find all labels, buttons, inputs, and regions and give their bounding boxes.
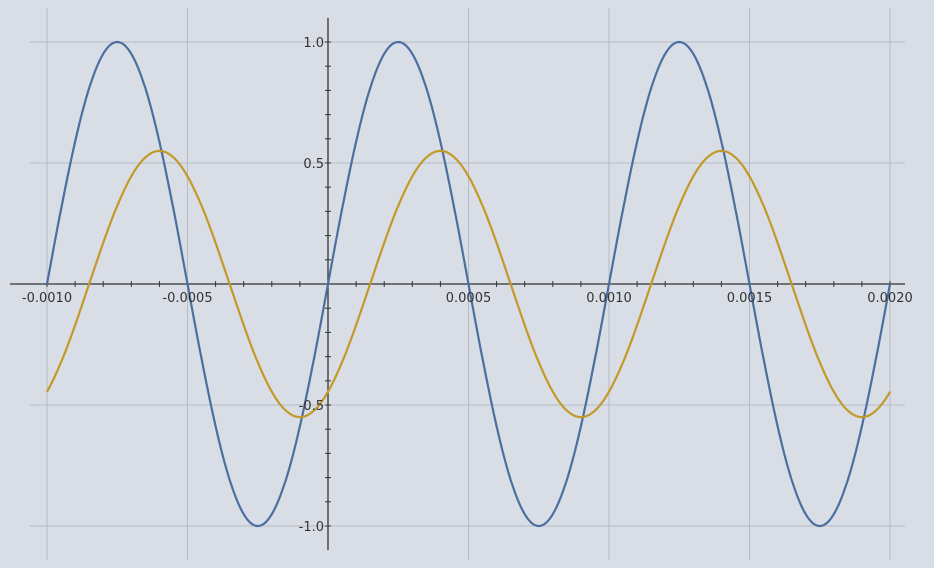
- x-tick-label: 0.0020: [867, 291, 913, 306]
- x-tick-label: 0.0015: [727, 291, 773, 306]
- x-tick-label: 0.0010: [586, 291, 632, 306]
- x-tick-label: -0.0010: [22, 291, 72, 306]
- series-group: [45, 40, 892, 528]
- y-tick-label: 0.5: [303, 157, 324, 172]
- x-tick-label: -0.0005: [162, 291, 212, 306]
- series-line-1: [45, 40, 892, 528]
- tick-labels: -0.0010 -0.0005 0.0005 0.0010 0.0015 0.0020 1.…: [22, 36, 913, 535]
- x-tick-label: 0.0005: [446, 291, 492, 306]
- y-tick-label: -0.5: [299, 399, 324, 414]
- series-line-2: [46, 149, 891, 419]
- y-tick-label: -1.0: [299, 520, 324, 535]
- y-tick-label: 1.0: [303, 36, 324, 51]
